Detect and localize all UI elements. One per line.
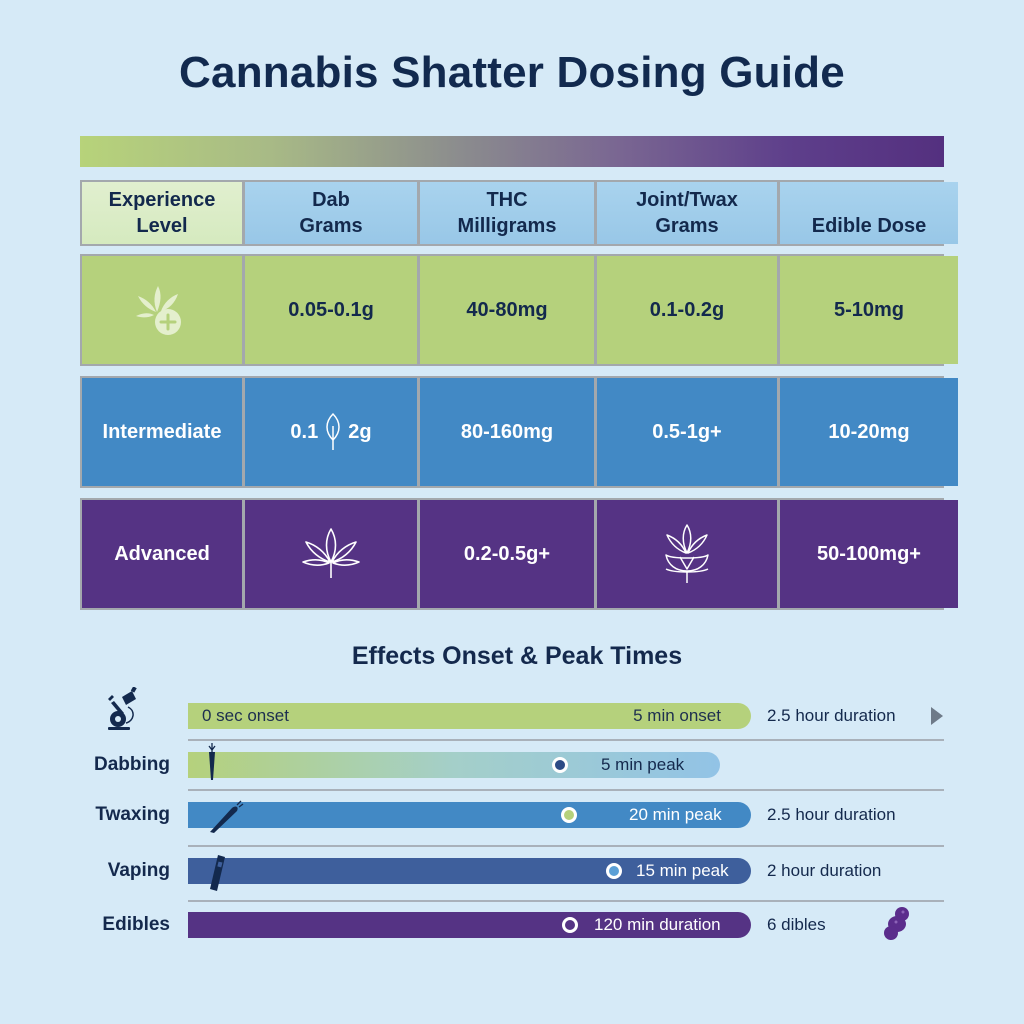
edibles-note-text: 6 dibles [767,915,826,934]
method-label: Vaping [107,860,170,881]
peak-marker [552,757,568,773]
header-line: Experience [108,189,216,211]
dab-grams-cell: 0.1 2g [245,378,417,486]
timeline-row-vaping: Vaping 15 min peak 2 hour duration [80,852,944,892]
joint-icon [210,800,244,833]
edible-dose-cell: 10-20mg [780,378,958,486]
onset-bar: 0 sec onset 5 min onset [188,703,751,729]
header-thc-milligrams: THC Milligrams [420,182,594,244]
dab-grams-cell [245,500,417,608]
header-dab-grams: Dab Grams [245,182,417,244]
peak-text: 15 min peak [636,861,729,880]
table-header-row: Experience Level Dab Grams THC Milligrams J… [80,180,958,246]
joint-grams-cell: 0.1-0.2g [597,256,777,364]
page-title: Cannabis Shatter Dosing Guide [179,48,845,97]
gummy-bear-icon [884,907,909,940]
header-experience-level: Experience Level [82,182,242,244]
method-label: Dabbing [94,754,170,775]
gradient-strength-bar [80,136,944,167]
level-cell: Intermediate [82,378,242,486]
duration-text: 2.5 hour duration [767,805,896,824]
method-label: Twaxing [95,804,170,825]
leaf-icon [326,412,340,450]
header-line: Edible Dose [811,215,927,237]
header-line: Grams [655,215,719,237]
table-row-beginner: 0.05-0.1g 40-80mg 0.1-0.2g 5-10mg [80,254,958,366]
dab-value-prefix: 0.1 [290,421,319,443]
effects-section-title: Effects Onset & Peak Times [351,642,683,670]
bar-end-text: 5 min onset [633,706,721,725]
level-cell: Advanced [82,500,242,608]
timeline-row-edibles: Edibles 120 min duration 6 dibles [80,906,944,946]
header-line: Dab [312,189,350,211]
dab-rig-icon [108,687,137,730]
vaping-bar: 15 min peak [188,858,751,884]
header-line: THC [486,189,528,211]
duration-text: 2 hour duration [767,861,882,880]
thc-milligrams-cell: 80-160mg [420,378,594,486]
method-label: Edibles [102,914,170,935]
duration-text: 120 min duration [594,915,721,934]
duration-marker [562,917,578,933]
thc-milligrams-cell: 40-80mg [420,256,594,364]
table-row-advanced: Advanced 0.2-0.5g+ [80,498,958,610]
header-line: Level [136,215,188,237]
peak-marker [606,863,622,879]
peak-text: 20 min peak [629,805,722,824]
cannabis-leaf-icon [302,528,360,578]
header-joint-twax-grams: Joint/Twax Grams [597,182,777,244]
row-divider [188,900,944,902]
joint-grams-cell: 0.5-1g+ [597,378,777,486]
cannabis-leaf-bowl-icon [665,524,709,583]
header-edible-dose: Edible Dose [780,182,958,244]
duration-text: 2.5 hour duration [767,706,896,725]
dabbing-bar: 5 min peak [188,752,720,778]
dosing-table: Experience Level Dab Grams THC Milligrams J… [80,180,958,610]
header-line: Joint/Twax [636,189,738,211]
peak-marker [561,807,577,823]
play-arrow-icon[interactable] [930,706,944,726]
vape-pen-icon [210,855,225,891]
timeline-row-twaxing: Twaxing 20 min peak 2.5 hour duration [80,796,944,836]
level-cell [82,256,242,364]
joint-grams-cell [597,500,777,608]
edible-dose-cell: 50-100mg+ [780,500,958,608]
header-line: Grams [299,215,363,237]
bar-start-text: 0 sec onset [202,706,289,725]
dab-tool-icon [208,743,216,780]
edible-dose-cell: 5-10mg [780,256,958,364]
row-divider [188,739,944,741]
header-line: Milligrams [457,215,557,237]
cannabis-leaf-plus-icon [136,286,181,335]
row-divider [188,845,944,847]
dab-grams-cell: 0.05-0.1g [245,256,417,364]
twaxing-bar: 20 min peak [188,802,751,828]
timeline-row-dabbing: Dabbing 5 min peak [80,743,944,786]
table-row-intermediate: Intermediate 0.1 2g 80-160mg 0.5-1g+ 10-… [80,376,958,488]
thc-milligrams-cell: 0.2-0.5g+ [420,500,594,608]
dab-value-suffix: 2g [348,421,372,443]
edibles-bar: 120 min duration [188,912,751,938]
timeline-row-onset: 0 sec onset 5 min onset 2.5 hour duratio… [80,687,944,737]
peak-text: 5 min peak [601,755,685,774]
row-divider [188,789,944,791]
